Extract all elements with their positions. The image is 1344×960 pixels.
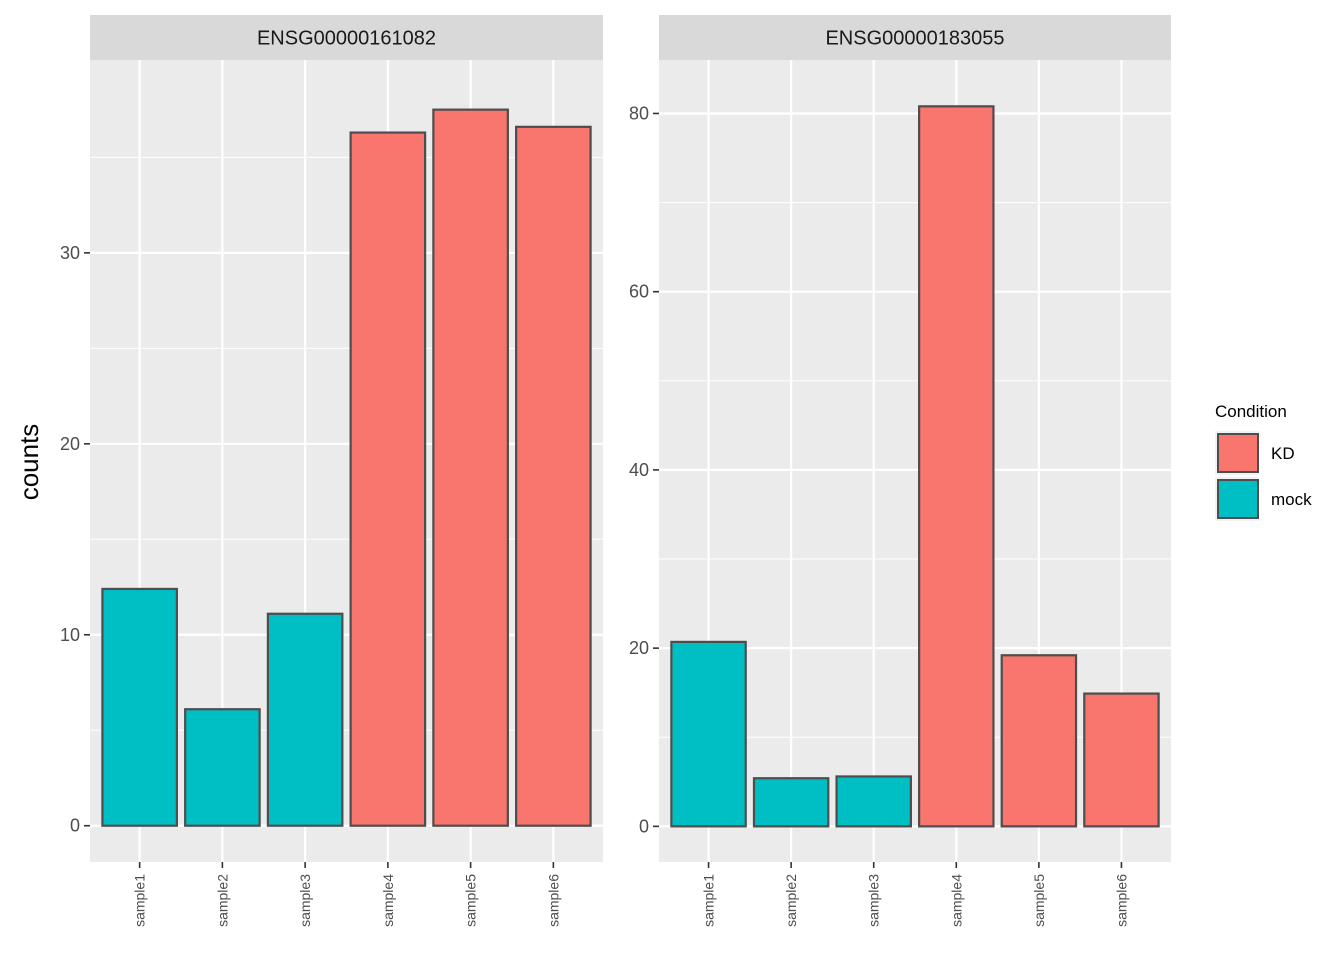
y-tick-label: 40 [629, 460, 649, 480]
y-tick-label: 80 [629, 103, 649, 123]
facet-title: ENSG00000183055 [825, 28, 1004, 50]
y-tick-label: 10 [60, 625, 80, 645]
bar-sample5 [1000, 654, 1078, 828]
y-tick-label: 60 [629, 282, 649, 302]
facet-title: ENSG00000161082 [257, 28, 436, 50]
bar-sample1 [670, 640, 747, 828]
bar-sample3 [835, 775, 912, 828]
legend-swatch-KD [1217, 433, 1259, 473]
y-tick-label: 0 [639, 816, 649, 836]
bar-sample4 [349, 131, 427, 827]
bar-sample4 [918, 105, 995, 828]
chart-panels: ENSG00000161082 0 10 20 30 sample1 sample2 samp… [60, 15, 1171, 927]
y-tick-label: 30 [60, 243, 80, 263]
x-tick-label: sample6 [1113, 874, 1129, 927]
bar-sample5 [432, 108, 509, 827]
facet-panel: ENSG00000183055 0 20 40 60 80 sample1 sample2 sa… [629, 15, 1171, 927]
x-tick-label: sample1 [132, 874, 148, 927]
x-tick-label: sample3 [297, 874, 313, 927]
bar-sample6 [515, 125, 592, 827]
y-tick-label: 20 [629, 638, 649, 658]
bar-sample1 [101, 587, 178, 827]
bar-sample2 [184, 708, 261, 827]
x-tick-label: sample6 [545, 874, 561, 927]
legend-title: Condition [1215, 402, 1287, 421]
facet-panel: ENSG00000161082 0 10 20 30 sample1 sample2 samp… [60, 15, 603, 927]
x-tick-label: sample2 [783, 874, 799, 927]
legend: Condition KD mock [1215, 402, 1312, 521]
facet-strip [90, 15, 603, 60]
facet-strip [659, 15, 1171, 60]
legend-label: KD [1271, 444, 1295, 463]
bar-sample2 [752, 777, 830, 828]
y-tick-label: 0 [70, 816, 80, 836]
legend-keys: KD mock [1215, 431, 1312, 521]
legend-swatch-mock [1217, 479, 1259, 519]
y-axis-label: counts [14, 424, 44, 501]
x-tick-label: sample4 [948, 874, 964, 927]
x-tick-label: sample3 [866, 874, 882, 927]
x-tick-label: sample1 [701, 874, 717, 927]
x-tick-label: sample2 [214, 874, 230, 927]
x-tick-label: sample4 [380, 874, 396, 927]
x-tick-label: sample5 [1031, 874, 1047, 927]
y-tick-label: 20 [60, 434, 80, 454]
x-tick-label: sample5 [463, 874, 479, 927]
legend-label: mock [1271, 490, 1312, 509]
bar-sample6 [1083, 692, 1160, 828]
bar-sample3 [266, 612, 344, 827]
